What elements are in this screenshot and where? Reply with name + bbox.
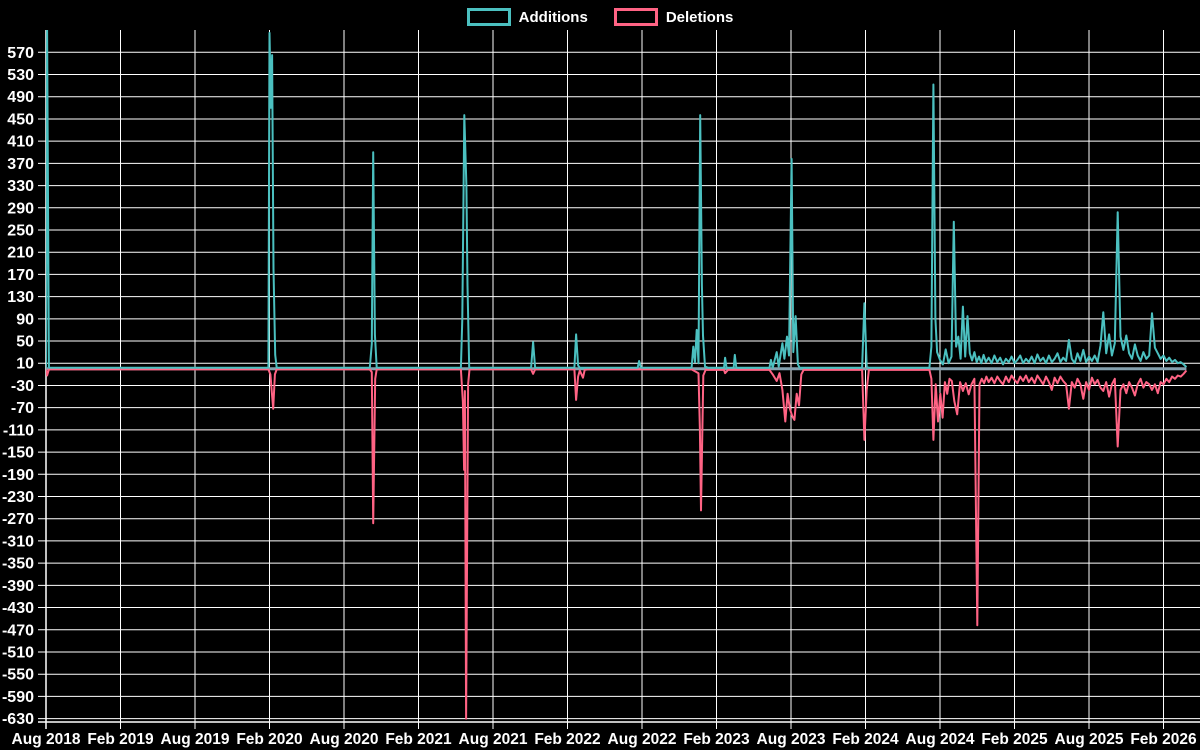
legend-item-deletions[interactable]: Deletions [613,8,734,26]
y-tick-label: -510 [2,644,34,661]
y-tick-label: -190 [2,467,34,484]
y-tick-label: -350 [2,556,34,573]
legend-label-additions: Additions [518,8,588,26]
y-tick-label: -230 [2,489,34,506]
x-tick-label: Feb 2020 [236,731,302,748]
x-tick-label: Feb 2026 [1130,731,1197,748]
y-tick-label: 10 [16,356,34,373]
y-tick-label: 130 [7,289,34,306]
x-tick-label: Feb 2022 [534,731,600,748]
y-tick-label: -630 [2,711,34,728]
y-tick-label: 170 [7,267,34,284]
y-tick-label: 210 [7,245,34,262]
y-tick-label: 530 [7,67,34,84]
x-tick-label: Aug 2024 [906,731,975,748]
y-tick-label: 490 [7,89,34,106]
series-lines [46,30,1188,720]
tick-labels: 570 530 490 450 410 370 330 290 250 210 170 130 90 50… [2,45,1197,748]
y-tick-label: 330 [7,178,34,195]
x-tick-label: Aug 2023 [757,731,826,748]
y-tick-label: 50 [16,334,34,351]
y-tick-label: -430 [2,600,34,617]
y-tick-label: 570 [7,45,34,62]
x-tick-label: Aug 2025 [1055,731,1124,748]
chart-legend: Additions Deletions [0,6,1200,28]
y-tick-label: 370 [7,156,34,173]
y-tick-label: -30 [11,378,34,395]
y-tick-label: 450 [7,111,34,128]
deletions-swatch-icon [613,8,658,26]
x-tick-label: Feb 2024 [832,731,899,748]
legend-item-additions[interactable]: Additions [466,8,588,26]
y-tick-label: -70 [11,400,34,417]
y-tick-label: -270 [2,511,34,528]
y-tick-label: -470 [2,622,34,639]
y-tick-label: 410 [7,134,34,151]
y-tick-label: -150 [2,445,34,462]
additions-swatch-icon [466,8,511,26]
x-tick-label: Aug 2022 [608,731,677,748]
x-tick-label: Feb 2023 [683,731,750,748]
x-tick-label: Aug 2021 [459,731,528,748]
x-tick-label: Feb 2021 [385,731,452,748]
gridlines [38,30,1200,729]
x-tick-label: Aug 2020 [310,731,379,748]
x-tick-label: Feb 2019 [87,731,154,748]
x-tick-label: Aug 2018 [12,731,81,748]
y-tick-label: -590 [2,689,34,706]
y-tick-label: 290 [7,200,34,217]
deletions-line [46,368,1188,720]
y-tick-label: -110 [3,422,34,439]
additions-line [46,30,1188,369]
y-tick-label: 250 [7,222,34,239]
x-tick-label: Feb 2025 [981,731,1048,748]
y-tick-label: 90 [16,311,34,328]
y-tick-label: -390 [2,578,34,595]
y-tick-label: -550 [2,667,34,684]
legend-label-deletions: Deletions [665,8,734,26]
y-tick-label: -310 [2,533,34,550]
x-tick-label: Aug 2019 [161,731,230,748]
axes [38,30,1200,729]
